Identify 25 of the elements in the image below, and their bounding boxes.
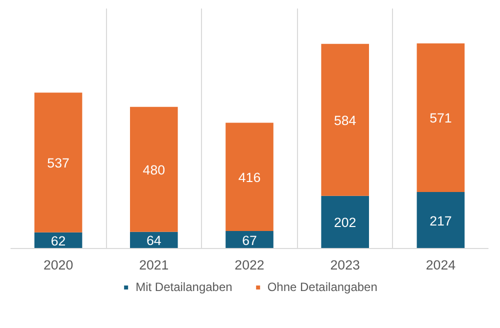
data-label: 480 bbox=[142, 162, 166, 178]
bar bbox=[321, 196, 369, 248]
bar bbox=[416, 192, 465, 248]
data-label: 537 bbox=[47, 155, 70, 170]
x-tick-label: 2020 bbox=[43, 258, 74, 272]
x-tick-label: 2023 bbox=[330, 258, 360, 272]
data-label: 584 bbox=[334, 112, 357, 128]
legend-label: Ohne Detailangaben bbox=[267, 280, 378, 294]
bar bbox=[321, 44, 369, 196]
data-label: 571 bbox=[430, 110, 452, 126]
bar bbox=[130, 106, 178, 232]
data-label: 64 bbox=[146, 233, 162, 248]
data-label: 67 bbox=[242, 232, 257, 248]
bar bbox=[34, 92, 82, 232]
data-label: 62 bbox=[50, 233, 66, 248]
bar bbox=[416, 43, 465, 192]
bar bbox=[226, 231, 274, 248]
x-tick-label: 2022 bbox=[234, 258, 264, 272]
x-tick-label: 2024 bbox=[426, 258, 456, 272]
x-tick-label: 2021 bbox=[139, 258, 169, 272]
bar bbox=[226, 122, 274, 232]
data-label: 416 bbox=[238, 170, 261, 185]
legend-label: Mit Detailangaben bbox=[136, 280, 232, 294]
data-label: 217 bbox=[430, 213, 452, 228]
data-label: 202 bbox=[334, 215, 356, 230]
